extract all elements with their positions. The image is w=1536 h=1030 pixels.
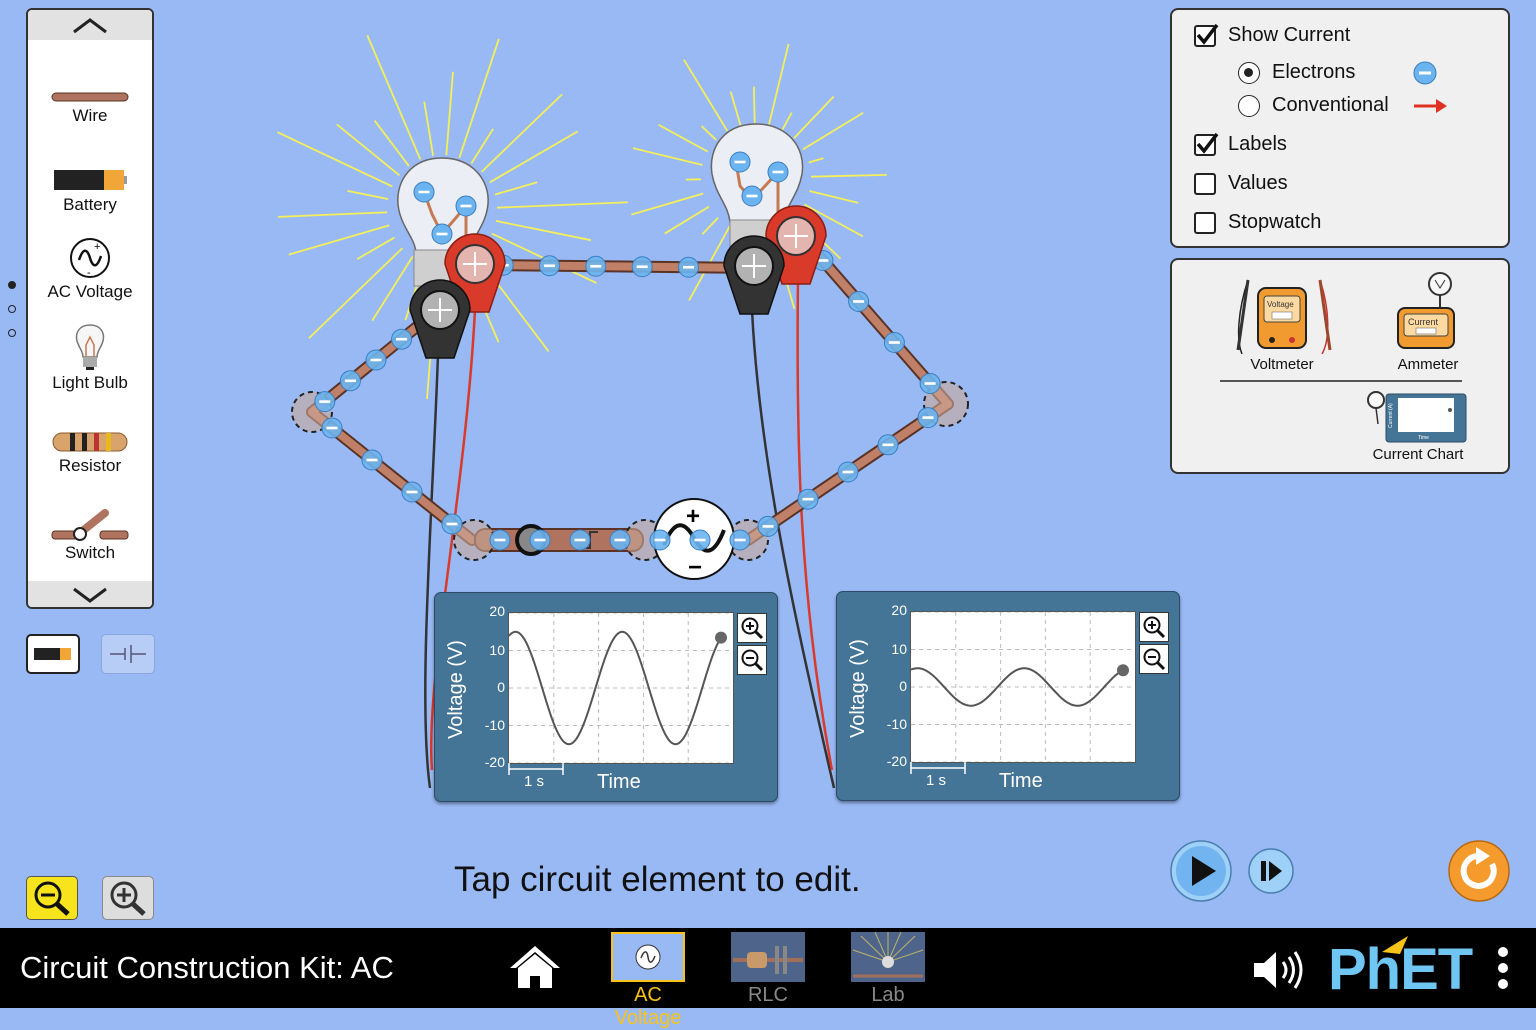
labels-label: Labels <box>1228 133 1287 156</box>
chart-plot-area <box>508 612 734 764</box>
svg-text:+: + <box>686 503 700 530</box>
phet-logo-star-icon <box>1380 934 1410 956</box>
zoom-in-icon <box>740 616 764 640</box>
conventional-radio[interactable]: Conventional <box>1238 94 1389 117</box>
ammeter-label: Ammeter <box>1378 356 1478 373</box>
lab-icon <box>851 932 925 982</box>
tab-label: AC Voltage <box>598 984 698 1030</box>
chart-x-axis-label: Time <box>597 771 641 794</box>
show-current-label: Show Current <box>1228 24 1350 47</box>
home-icon[interactable] <box>508 944 562 990</box>
voltmeter-label: Voltmeter <box>1232 356 1332 373</box>
view-options-panel: Show Current Electrons Conventional Labe… <box>1170 8 1510 248</box>
voltage-chart-1[interactable]: Voltage (V) 20 10 0 -10 -20 1 s Time <box>434 592 778 802</box>
zoom-out-icon <box>740 648 764 672</box>
electrons-label: Electrons <box>1272 61 1355 84</box>
y-tick: 0 <box>877 678 907 694</box>
step-forward-button[interactable] <box>1246 846 1296 896</box>
svg-text:−: − <box>688 554 702 581</box>
chart-zoom-in-button[interactable] <box>1139 612 1169 642</box>
y-tick: -10 <box>475 717 505 733</box>
series-end-point <box>1117 664 1129 676</box>
current-chart-tool-icon[interactable]: Current (A) Time <box>1366 388 1468 446</box>
chart-plot-area <box>910 611 1136 763</box>
zoom-in-icon <box>108 879 148 917</box>
tab-rlc[interactable]: RLC <box>718 928 818 1008</box>
conventional-current-arrow-icon <box>1412 96 1448 116</box>
tab-label: RLC <box>718 984 818 1007</box>
chart-zoom-in-button[interactable] <box>737 613 767 643</box>
reset-all-button[interactable] <box>1446 838 1512 904</box>
chart-zoom-out-button[interactable] <box>737 645 767 675</box>
panel-divider <box>1220 380 1462 382</box>
probe-black-1[interactable] <box>410 280 470 358</box>
values-checkbox[interactable]: Values <box>1194 172 1288 195</box>
voltage-chart-2[interactable]: Voltage (V) 20 10 0 -10 -20 1 s Time <box>836 591 1180 801</box>
tab-lab[interactable]: Lab <box>838 928 938 1008</box>
menu-kebab-icon[interactable] <box>1494 944 1512 992</box>
y-tick: -10 <box>877 716 907 732</box>
ammeter-screen-text: Current <box>1408 317 1439 327</box>
ammeter-tool-icon[interactable]: Current <box>1390 268 1460 354</box>
sim-title: Circuit Construction Kit: AC <box>20 950 394 986</box>
checkmark-icon <box>1195 23 1219 45</box>
time-scale-label: 1 s <box>524 773 544 790</box>
y-tick: -20 <box>475 754 505 770</box>
values-label: Values <box>1228 172 1288 195</box>
rlc-icon <box>731 932 805 982</box>
y-tick: 20 <box>475 603 505 619</box>
conventional-label: Conventional <box>1272 94 1389 117</box>
chart-x-axis-label: Time <box>999 770 1043 793</box>
y-tick: -20 <box>877 753 907 769</box>
series-end-point <box>715 632 727 644</box>
sensor-tools-panel: Voltage Voltmeter Current Ammeter Curren… <box>1170 258 1510 474</box>
status-hint-text: Tap circuit element to edit. <box>454 860 861 900</box>
voltmeter-screen-text: Voltage <box>1267 300 1294 309</box>
probe-black-2[interactable] <box>724 236 784 314</box>
chart-zoom-out-button[interactable] <box>1139 644 1169 674</box>
y-tick: 20 <box>877 602 907 618</box>
current-chart-axis-x: Time <box>1418 435 1429 441</box>
zoom-in-icon <box>1142 615 1166 639</box>
zoom-out-icon <box>32 879 72 917</box>
show-current-checkbox[interactable]: Show Current <box>1194 24 1350 47</box>
ac-voltage-icon <box>613 934 683 980</box>
voltmeter-tool-icon[interactable]: Voltage <box>1226 270 1338 354</box>
current-chart-axis-y: Current (A) <box>1388 403 1394 428</box>
play-button[interactable] <box>1168 838 1234 904</box>
time-scale-label: 1 s <box>926 772 946 789</box>
labels-checkbox[interactable]: Labels <box>1194 133 1287 156</box>
electrons-radio[interactable]: Electrons <box>1238 61 1355 84</box>
checkmark-icon <box>1195 132 1219 154</box>
y-tick: 0 <box>475 679 505 695</box>
navigation-bar: Circuit Construction Kit: AC AC Voltage … <box>0 928 1536 1008</box>
stopwatch-label: Stopwatch <box>1228 211 1321 234</box>
electron-icon <box>1412 60 1438 86</box>
zoom-out-icon <box>1142 647 1166 671</box>
sound-icon[interactable] <box>1250 948 1308 992</box>
stopwatch-checkbox[interactable]: Stopwatch <box>1194 211 1321 234</box>
chart-y-axis-label: Voltage (V) <box>445 640 468 739</box>
y-tick: 10 <box>877 641 907 657</box>
current-chart-label: Current Chart <box>1358 446 1478 463</box>
chart-y-axis-label: Voltage (V) <box>847 639 870 738</box>
zoom-out-button[interactable] <box>26 876 78 920</box>
zoom-in-button[interactable] <box>102 876 154 920</box>
tab-ac-voltage[interactable]: AC Voltage <box>598 928 698 1008</box>
y-tick: 10 <box>475 642 505 658</box>
tab-label: Lab <box>838 984 938 1007</box>
